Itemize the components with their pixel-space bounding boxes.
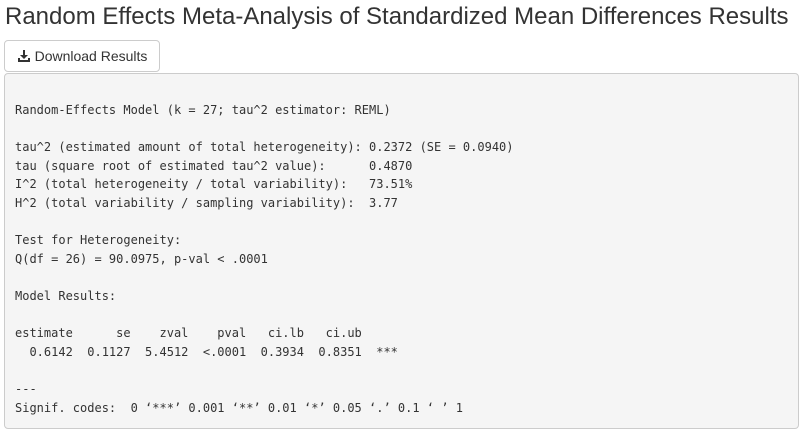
results-line: --- [15, 381, 37, 396]
results-line: estimate se zval pval ci.lb ci.ub [15, 326, 362, 341]
results-line [15, 361, 514, 380]
page-title: Random Effects Meta-Analysis of Standard… [5, 3, 789, 30]
results-line [15, 213, 514, 232]
results-output-panel: Random-Effects Model (k = 27; tau^2 esti… [4, 73, 799, 429]
results-line: Random-Effects Model (k = 27; tau^2 esti… [15, 103, 391, 117]
results-line [15, 268, 514, 287]
results-line: 0.6142 0.1127 5.4512 <.0001 0.3934 0.835… [15, 344, 398, 359]
download-icon [17, 49, 31, 63]
results-line: Model Results: [15, 288, 117, 303]
results-line: tau^2 (estimated amount of total heterog… [15, 140, 514, 155]
results-line [15, 306, 514, 325]
results-line: Test for Heterogeneity: [15, 233, 182, 248]
results-line: Signif. codes: 0 ‘***’ 0.001 ‘**’ 0.01 ‘… [15, 400, 463, 415]
results-output-text: Random-Effects Model (k = 27; tau^2 esti… [15, 101, 514, 417]
results-line: Q(df = 26) = 90.0975, p-val < .0001 [15, 251, 268, 266]
results-line [15, 120, 514, 139]
download-results-label: Download Results [34, 48, 148, 64]
results-line: I^2 (total heterogeneity / total variabi… [15, 177, 413, 192]
download-results-button[interactable]: Download Results [4, 40, 160, 72]
results-line: H^2 (total variability / sampling variab… [15, 195, 398, 210]
results-line: tau (square root of estimated tau^2 valu… [15, 158, 413, 173]
